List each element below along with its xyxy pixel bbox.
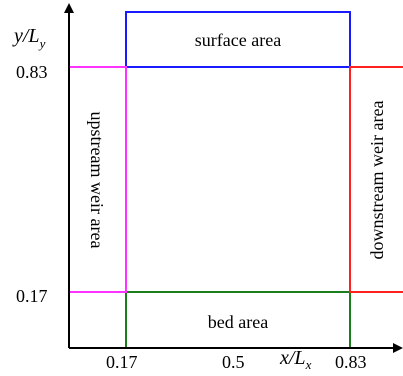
y-tick-0-83: 0.83 (16, 62, 48, 82)
y-axis-label: y/Ly (12, 25, 46, 51)
x-tick-0-83: 0.83 (335, 352, 367, 372)
downstream-weir-area-label: downstream weir area (367, 101, 387, 260)
upstream-weir-area-label: upstream weir area (87, 112, 107, 249)
surface-area-box (125, 11, 351, 68)
surface-area-label: surface area (195, 30, 281, 50)
bed-area-label: bed area (208, 312, 268, 332)
y-tick-0-17: 0.17 (16, 286, 48, 306)
downstream-weir-area-box (349, 66, 403, 293)
x-axis-label: x/Lx (279, 347, 312, 372)
x-tick-0-5: 0.5 (222, 352, 245, 372)
x-tick-0-17: 0.17 (106, 352, 138, 372)
